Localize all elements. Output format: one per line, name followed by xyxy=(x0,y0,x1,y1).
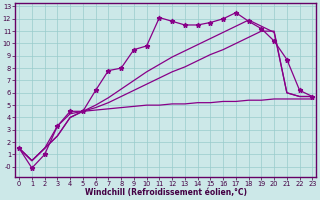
X-axis label: Windchill (Refroidissement éolien,°C): Windchill (Refroidissement éolien,°C) xyxy=(85,188,247,197)
